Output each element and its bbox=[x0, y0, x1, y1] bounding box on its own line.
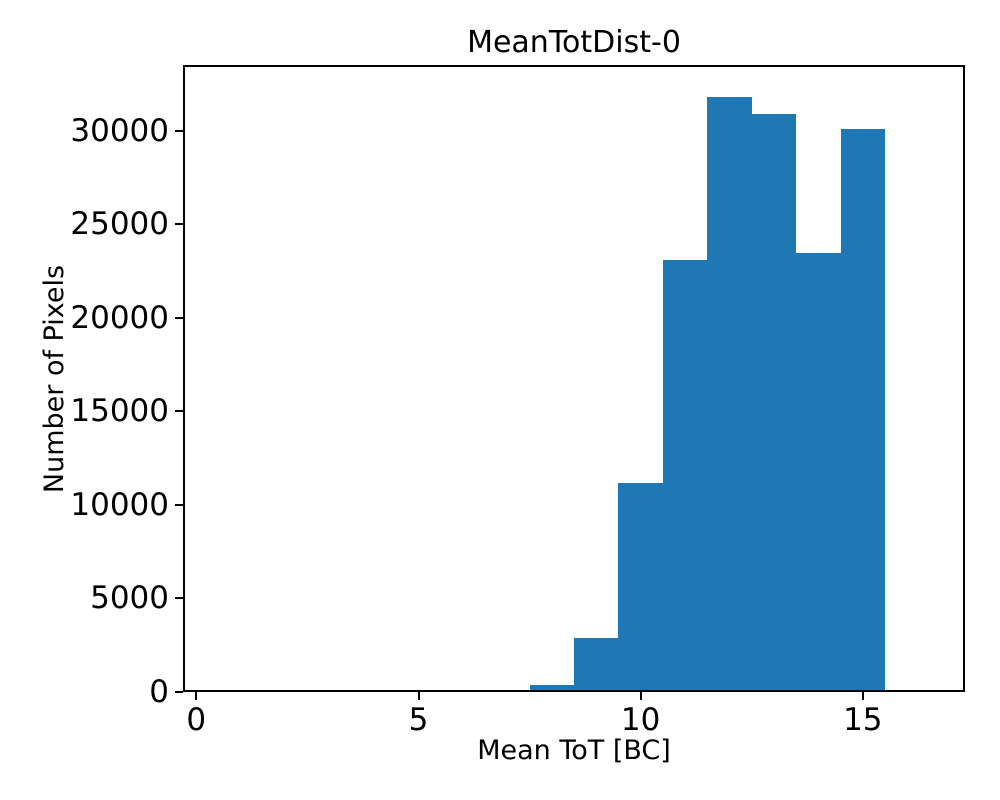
y-axis-tick bbox=[175, 691, 183, 693]
y-axis-tick-label: 10000 bbox=[70, 486, 169, 523]
y-axis-tick bbox=[175, 410, 183, 413]
y-axis-tick bbox=[175, 316, 183, 319]
histogram-bar bbox=[751, 113, 797, 692]
histogram-bar bbox=[840, 128, 885, 692]
y-axis-tick-label: 25000 bbox=[70, 206, 169, 243]
x-axis-tick-label: 15 bbox=[843, 702, 883, 738]
x-axis-tick bbox=[861, 692, 864, 700]
y-axis-tick bbox=[175, 597, 183, 600]
x-axis-tick bbox=[639, 692, 642, 700]
y-axis-tick-label: 20000 bbox=[70, 299, 169, 336]
histogram-bar bbox=[796, 253, 841, 692]
x-axis-tick bbox=[195, 692, 198, 700]
x-axis-label: Mean ToT [BC] bbox=[477, 735, 671, 766]
histogram-bar bbox=[529, 684, 574, 692]
y-axis-tick-label: 5000 bbox=[90, 580, 169, 617]
x-axis-tick-label: 5 bbox=[408, 702, 429, 738]
histogram-bar bbox=[707, 96, 752, 692]
y-axis-label: Number of Pixels bbox=[39, 264, 70, 494]
chart-title: MeanTotDist-0 bbox=[467, 25, 681, 60]
x-axis-tick-label: 0 bbox=[186, 702, 207, 738]
histogram-bar bbox=[662, 259, 708, 692]
x-axis-tick bbox=[417, 692, 420, 700]
y-axis-tick bbox=[175, 223, 183, 226]
y-axis-tick bbox=[175, 129, 183, 132]
x-axis-tick-label: 10 bbox=[620, 702, 661, 738]
y-axis-tick-label: 30000 bbox=[70, 112, 169, 149]
histogram-bar bbox=[618, 483, 663, 692]
plot-area bbox=[183, 65, 965, 692]
y-axis-tick bbox=[175, 503, 183, 506]
y-axis-tick-label: 0 bbox=[149, 674, 169, 710]
histogram-bar bbox=[574, 637, 619, 692]
y-axis-tick-label: 15000 bbox=[70, 393, 169, 430]
